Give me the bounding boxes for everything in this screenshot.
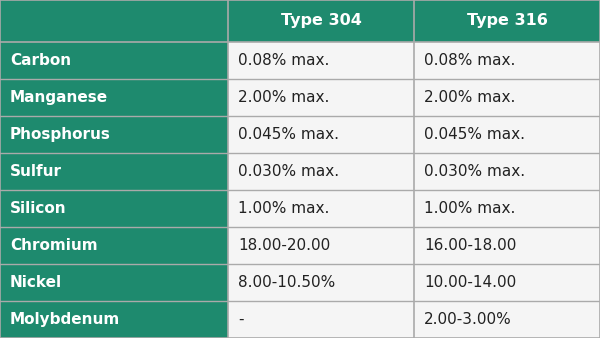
Text: 0.045% max.: 0.045% max. [238, 127, 339, 142]
Text: Chromium: Chromium [10, 238, 98, 253]
Bar [228, 42, 414, 79]
Bar [0, 190, 228, 227]
Text: Phosphorus: Phosphorus [10, 127, 111, 142]
Text: Silicon: Silicon [10, 201, 67, 216]
Text: 2.00% max.: 2.00% max. [424, 90, 515, 105]
Bar [414, 116, 600, 153]
Bar [0, 301, 228, 338]
Text: 18.00-20.00: 18.00-20.00 [238, 238, 330, 253]
Bar [414, 227, 600, 264]
Bar [228, 79, 414, 116]
Bar [228, 116, 414, 153]
Text: 0.08% max.: 0.08% max. [238, 53, 329, 68]
Text: 1.00% max.: 1.00% max. [238, 201, 329, 216]
Text: 2.00-3.00%: 2.00-3.00% [424, 312, 512, 327]
Text: Manganese: Manganese [10, 90, 108, 105]
Text: 8.00-10.50%: 8.00-10.50% [238, 275, 335, 290]
Bar [228, 301, 414, 338]
Bar [0, 0, 228, 42]
Bar [414, 301, 600, 338]
Text: 16.00-18.00: 16.00-18.00 [424, 238, 517, 253]
Bar [228, 190, 414, 227]
Bar [414, 190, 600, 227]
Bar [0, 79, 228, 116]
Bar [0, 153, 228, 190]
Text: 0.030% max.: 0.030% max. [238, 164, 339, 179]
Text: Molybdenum: Molybdenum [10, 312, 120, 327]
Text: Sulfur: Sulfur [10, 164, 62, 179]
Text: 2.00% max.: 2.00% max. [238, 90, 329, 105]
Text: Type 304: Type 304 [281, 14, 361, 28]
Bar [414, 42, 600, 79]
Bar [414, 153, 600, 190]
Bar [0, 116, 228, 153]
Bar [228, 264, 414, 301]
Bar [228, 0, 414, 42]
Bar [0, 227, 228, 264]
Bar [414, 264, 600, 301]
Bar [414, 0, 600, 42]
Text: -: - [238, 312, 244, 327]
Text: 1.00% max.: 1.00% max. [424, 201, 515, 216]
Text: 0.08% max.: 0.08% max. [424, 53, 515, 68]
Bar [414, 79, 600, 116]
Text: 0.045% max.: 0.045% max. [424, 127, 525, 142]
Text: Nickel: Nickel [10, 275, 62, 290]
Text: 10.00-14.00: 10.00-14.00 [424, 275, 516, 290]
Bar [228, 227, 414, 264]
Bar [0, 264, 228, 301]
Text: 0.030% max.: 0.030% max. [424, 164, 525, 179]
Bar [0, 42, 228, 79]
Text: Type 316: Type 316 [467, 14, 547, 28]
Bar [228, 153, 414, 190]
Text: Carbon: Carbon [10, 53, 71, 68]
